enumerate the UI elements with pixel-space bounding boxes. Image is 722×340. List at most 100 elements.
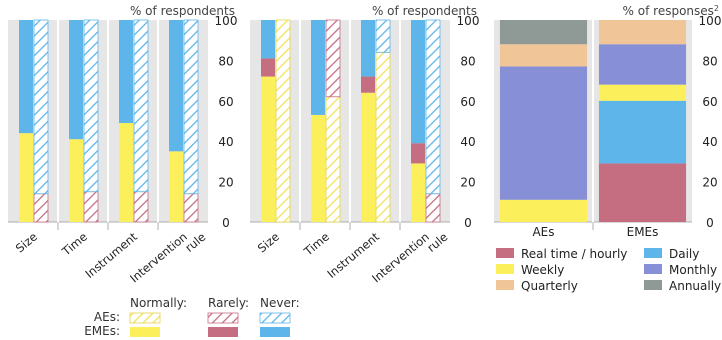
panel-2-ytick-label: 80: [460, 54, 475, 68]
panel-2-xtick-label-group: Size: [255, 230, 282, 256]
panel-1-bar-intervention-rule-aes-rarely: [183, 193, 199, 223]
panel-3-ytick-label: 80: [702, 54, 717, 68]
panel-2-bar-size-aes-normally: [275, 19, 291, 223]
legend-label-annually: Annually: [669, 279, 721, 293]
legend-swatch-emes-normally: [130, 327, 160, 337]
panel-1-ytick-label: 60: [218, 95, 233, 109]
panel-3-bar-aes-weekly: [499, 199, 588, 222]
legend-swatch-quarterly: [496, 280, 514, 290]
panel-2-title: % of respondents: [372, 4, 477, 18]
panel-2-ytick-label: 60: [460, 95, 475, 109]
panel-2-bar-time-aes-rarely: [325, 19, 341, 98]
panel-1-bar-intervention-rule-emes-never: [169, 20, 183, 152]
panel-3-xtick-label: AEs: [532, 225, 554, 239]
panel-1-bar-size-emes-normally: [19, 133, 33, 222]
panel-1-bar-instrument-aes-never: [133, 19, 149, 193]
panel-2-bar-intervention-rule-emes-rarely: [411, 143, 425, 164]
panel-1-bar-time-aes-never: [83, 19, 99, 193]
panel-2-bar-intervention-rule-emes-never: [411, 20, 425, 144]
legend-left-swatches: [129, 312, 291, 337]
legend-normally-heading: Normally:: [130, 296, 188, 310]
panel-1-ytick-label: 100: [215, 14, 238, 28]
panel-1-bar-instrument-emes-normally: [119, 123, 133, 222]
panel-3-ytick-label: 0: [706, 216, 714, 230]
panel-3-ytick-label: 100: [699, 14, 722, 28]
legend-swatch-real-time-hourly: [496, 248, 514, 258]
panel-3-bar-emes-weekly: [598, 84, 687, 101]
legend-swatch-aes-normally: [129, 312, 161, 324]
panel-2-bar-size-emes-normally: [261, 76, 275, 222]
panel-1-xtick-label-group: Size: [13, 230, 40, 256]
panel-3-bar-emes-real-time-hourly: [598, 163, 687, 222]
panel-2-xtick-label: Size: [255, 230, 282, 256]
panel-2-bar-time-emes-never: [311, 20, 325, 115]
panel-3-bar-aes-monthly: [499, 66, 588, 200]
legend-label-quarterly: Quarterly: [521, 279, 578, 293]
panel-2-bar-instrument-aes-normally: [375, 51, 391, 223]
panel-1-bar-instrument-aes-rarely: [133, 191, 149, 223]
panel-1-ytick-label: 40: [218, 135, 233, 149]
panel-1-bar-intervention-rule-aes-never: [183, 19, 199, 195]
panel-3-bar-aes-quarterly: [499, 44, 588, 67]
panel-1-bar-instrument-emes-never: [119, 20, 133, 124]
panel-2-bar-intervention-rule-emes-normally: [411, 163, 425, 222]
legend-never-heading: Never:: [260, 296, 300, 310]
legend-swatch-weekly: [496, 264, 514, 274]
panel-1-xtick-label: Time: [59, 230, 90, 259]
panel-3-xtick-label: EMEs: [627, 225, 659, 239]
panel-3-bar-emes-quarterly: [598, 20, 687, 45]
legend-label-daily: Daily: [669, 247, 699, 261]
legend-emes-row-label: EMEs:: [84, 324, 120, 338]
panel-2-ytick-label: 20: [460, 176, 475, 190]
panel-2-ytick-label: 0: [464, 216, 472, 230]
legend-swatch-annually: [644, 280, 662, 290]
panel-2-bar-instrument-emes-normally: [361, 92, 375, 222]
panel-3-ytick-label: 40: [702, 135, 717, 149]
legend-swatch-aes-never: [259, 312, 291, 324]
legend-label-monthly: Monthly: [669, 263, 717, 277]
panel-2-xtick-label: rule: [424, 230, 450, 255]
panel-1-bar-intervention-rule-emes-normally: [169, 151, 183, 222]
panel-3-ytick-label: 20: [702, 176, 717, 190]
panel-2-bar-time-aes-normally: [325, 96, 341, 223]
panel-3-bar-emes-monthly: [598, 44, 687, 85]
panel-1-ytick-label: 20: [218, 176, 233, 190]
panel-1-bar-size-aes-rarely: [33, 193, 49, 223]
legend-left: Normally: Rarely: Never: AEs: EMEs:: [80, 296, 340, 340]
panel-1-bar-time-emes-never: [69, 20, 83, 140]
legend-aes-row-label: AEs:: [93, 310, 120, 324]
panel-1-bar-size-emes-never: [19, 20, 33, 134]
panel-2-xtick-label-group: Time: [301, 230, 332, 259]
panel-2-bar-size-emes-rarely: [261, 58, 275, 77]
panel-1-ytick-label: 0: [222, 216, 230, 230]
panel-1-xtick-label-group: Time: [59, 230, 90, 259]
panel-2-bar-instrument-emes-never: [361, 20, 375, 77]
panel-3-title-superscript: 2: [714, 4, 719, 13]
legend-swatch-emes-never: [260, 327, 290, 337]
legend-rarely-heading: Rarely:: [208, 296, 250, 310]
panel-2-bar-instrument-emes-rarely: [361, 76, 375, 93]
panel-2-bar-intervention-rule-aes-never: [425, 19, 441, 195]
panel-1-ytick-label: 80: [218, 54, 233, 68]
panel-2-bar-instrument-aes-never: [375, 19, 391, 53]
panel-1-bar-time-emes-normally: [69, 139, 83, 222]
panel-2-bar-intervention-rule-aes-rarely: [425, 193, 441, 223]
legend-swatch-aes-rarely: [207, 312, 239, 324]
panel-1-bar-time-aes-rarely: [83, 191, 99, 223]
panel-3-title: % of responses2: [623, 4, 719, 18]
panel-1-bar-size-aes-never: [33, 19, 49, 195]
panel-2-bar-time-emes-normally: [311, 114, 325, 222]
legend-label-weekly: Weekly: [521, 263, 564, 277]
panel-2-xtick-label: Time: [301, 230, 332, 259]
panel-3-bar-aes-annually: [499, 20, 588, 45]
legend-swatch-emes-rarely: [208, 327, 238, 337]
legend-label-real-time-hourly: Real time / hourly: [521, 247, 627, 261]
panel-1-xtick-label: rule: [182, 230, 208, 255]
panel-2-ytick-label: 40: [460, 135, 475, 149]
legend-swatch-monthly: [644, 264, 662, 274]
panel-2-ytick-label: 100: [457, 14, 480, 28]
panel-3-bar-emes-daily: [598, 100, 687, 164]
